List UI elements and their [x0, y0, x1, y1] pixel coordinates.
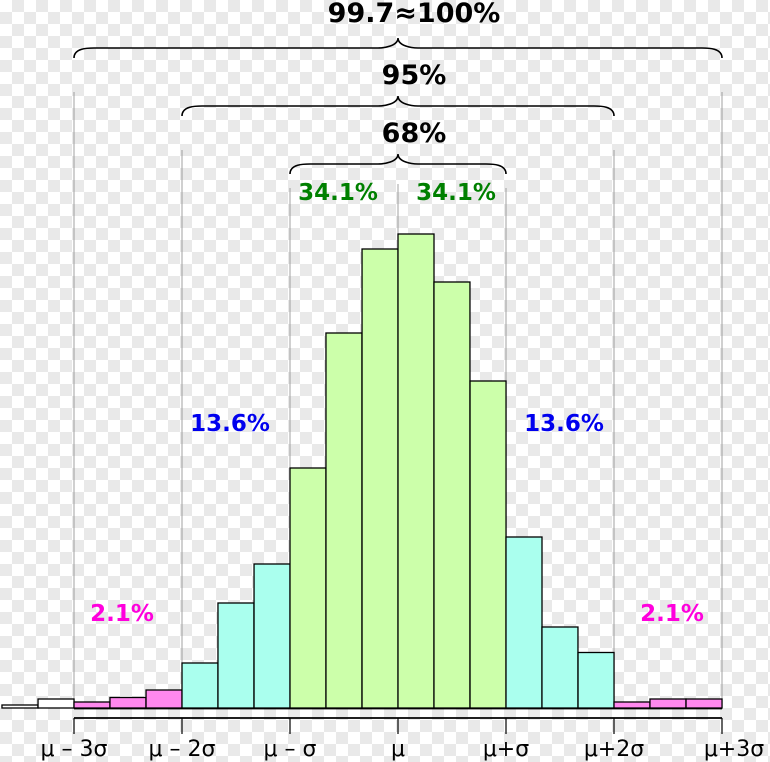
x-tick-label: μ+2σ	[584, 737, 644, 762]
x-tick-label: μ	[391, 737, 405, 762]
region-percent-label: 34.1%	[416, 180, 496, 206]
histogram-bar	[433, 281, 471, 709]
range-brace	[181, 95, 615, 117]
histogram-bar	[613, 701, 651, 709]
histogram-bar	[541, 626, 579, 709]
x-tick-label: μ – 3σ	[41, 737, 108, 762]
range-brace-label: 99.7≈100%	[328, 0, 501, 29]
histogram-bar	[145, 689, 183, 709]
histogram-bar	[505, 536, 543, 709]
region-percent-label: 13.6%	[190, 411, 270, 437]
range-brace-label: 95%	[382, 60, 447, 91]
x-tick-label: μ+σ	[483, 737, 529, 762]
region-percent-label: 2.1%	[90, 601, 154, 627]
x-tick-label: μ – σ	[264, 737, 317, 762]
range-brace	[73, 37, 723, 59]
histogram-bar	[1, 704, 39, 709]
histogram-bar	[361, 248, 399, 709]
histogram-bar	[73, 701, 111, 709]
histogram-bar	[289, 467, 327, 709]
histogram-bar	[253, 563, 291, 709]
histogram-bar	[577, 651, 615, 709]
histogram-bar	[685, 698, 723, 709]
range-brace	[289, 153, 507, 175]
region-percent-label: 2.1%	[640, 601, 704, 627]
x-tick-label: μ+3σ	[704, 737, 764, 762]
histogram-bar	[109, 696, 147, 709]
range-brace-label: 68%	[382, 118, 447, 149]
histogram-bar	[181, 662, 219, 709]
region-percent-label: 34.1%	[298, 180, 378, 206]
histogram-bar	[217, 602, 255, 709]
histogram-bar	[397, 233, 435, 709]
histogram-bar	[325, 332, 363, 709]
histogram-bar	[37, 698, 75, 709]
region-percent-label: 13.6%	[524, 411, 604, 437]
histogram-bar	[649, 698, 687, 709]
x-tick-label: μ – 2σ	[149, 737, 216, 762]
histogram-bar	[469, 380, 507, 709]
